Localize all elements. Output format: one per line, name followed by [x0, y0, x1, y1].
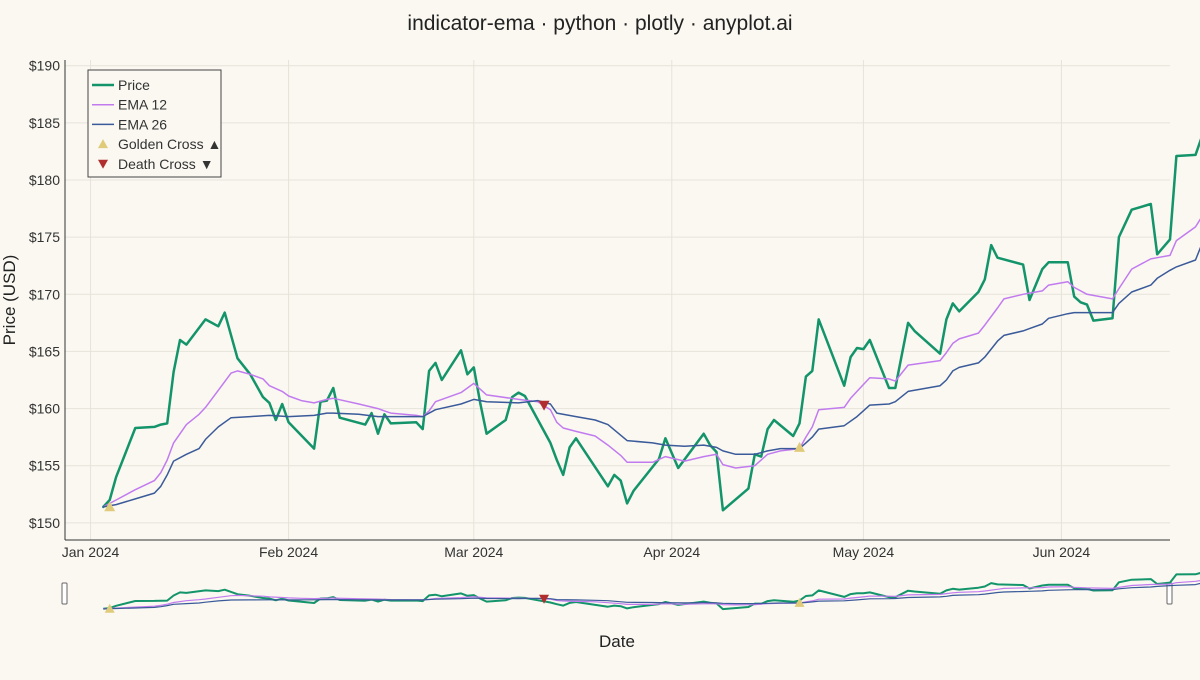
- y-axis-label: Price (USD): [0, 255, 19, 346]
- y-tick-label: $155: [29, 458, 60, 474]
- plot-series: [102, 138, 1200, 512]
- range-slider-left-handle[interactable]: [61, 582, 68, 605]
- y-tick-label: $165: [29, 343, 60, 359]
- legend: Price EMA 12 EMA 26 Golden Cross ▲ Death Cro…: [87, 69, 222, 178]
- y-tick-label: $160: [29, 401, 60, 417]
- x-tick-label: Mar 2024: [444, 544, 503, 560]
- range-slider-markers: [104, 594, 805, 613]
- y-tick-label: $180: [29, 172, 60, 188]
- x-tick-label: Apr 2024: [643, 544, 700, 560]
- mini-death-cross-marker: [539, 594, 550, 604]
- x-tick-label: May 2024: [833, 544, 895, 560]
- series-line-ema12: [102, 218, 1200, 508]
- y-tick-label: $190: [29, 58, 60, 74]
- legend-swatch-death: [98, 159, 108, 169]
- y-tick-label: $175: [29, 229, 60, 245]
- mini-series-line-ema26: [103, 582, 1200, 610]
- x-tick-label: Feb 2024: [259, 544, 318, 560]
- death-cross-marker: [538, 400, 550, 411]
- x-axis-label: Date: [599, 632, 635, 651]
- x-tick-label: Jan 2024: [62, 544, 120, 560]
- grid-lines: [65, 60, 1170, 540]
- legend-swatch-golden: [98, 139, 108, 149]
- legend-label-ema12: EMA 12: [118, 97, 167, 113]
- legend-box: [87, 69, 222, 178]
- legend-label-ema26: EMA 26: [118, 116, 167, 132]
- chart-title: indicator-ema · python · plotly · anyplo…: [407, 12, 792, 35]
- y-tick-label: $150: [29, 515, 60, 531]
- legend-label-death: Death Cross ▼: [118, 156, 214, 172]
- legend-label-golden: Golden Cross ▲: [118, 136, 221, 152]
- mini-series-line-ema12: [103, 579, 1200, 610]
- series-line-ema26: [102, 246, 1200, 508]
- range-slider-series: [103, 571, 1200, 611]
- y-tick-label: $185: [29, 115, 60, 131]
- y-tick-labels: $150 $155 $160 $165 $170 $175 $180 $185 $190: [29, 58, 60, 531]
- plot-markers: [104, 400, 806, 512]
- x-tick-label: Jun 2024: [1033, 544, 1091, 560]
- series-line-price: [102, 138, 1200, 512]
- y-tick-label: $170: [29, 286, 60, 302]
- legend-label-price: Price: [118, 77, 150, 93]
- golden-cross-marker: [104, 501, 116, 512]
- mini-golden-cross-marker: [104, 603, 115, 613]
- axes: [64, 60, 1170, 541]
- range-slider[interactable]: [61, 560, 1200, 616]
- x-tick-labels: Jan 2024 Feb 2024 Mar 2024 Apr 2024 May 2024…: [62, 544, 1091, 560]
- mini-golden-cross-marker: [794, 597, 805, 607]
- golden-cross-marker: [794, 441, 806, 452]
